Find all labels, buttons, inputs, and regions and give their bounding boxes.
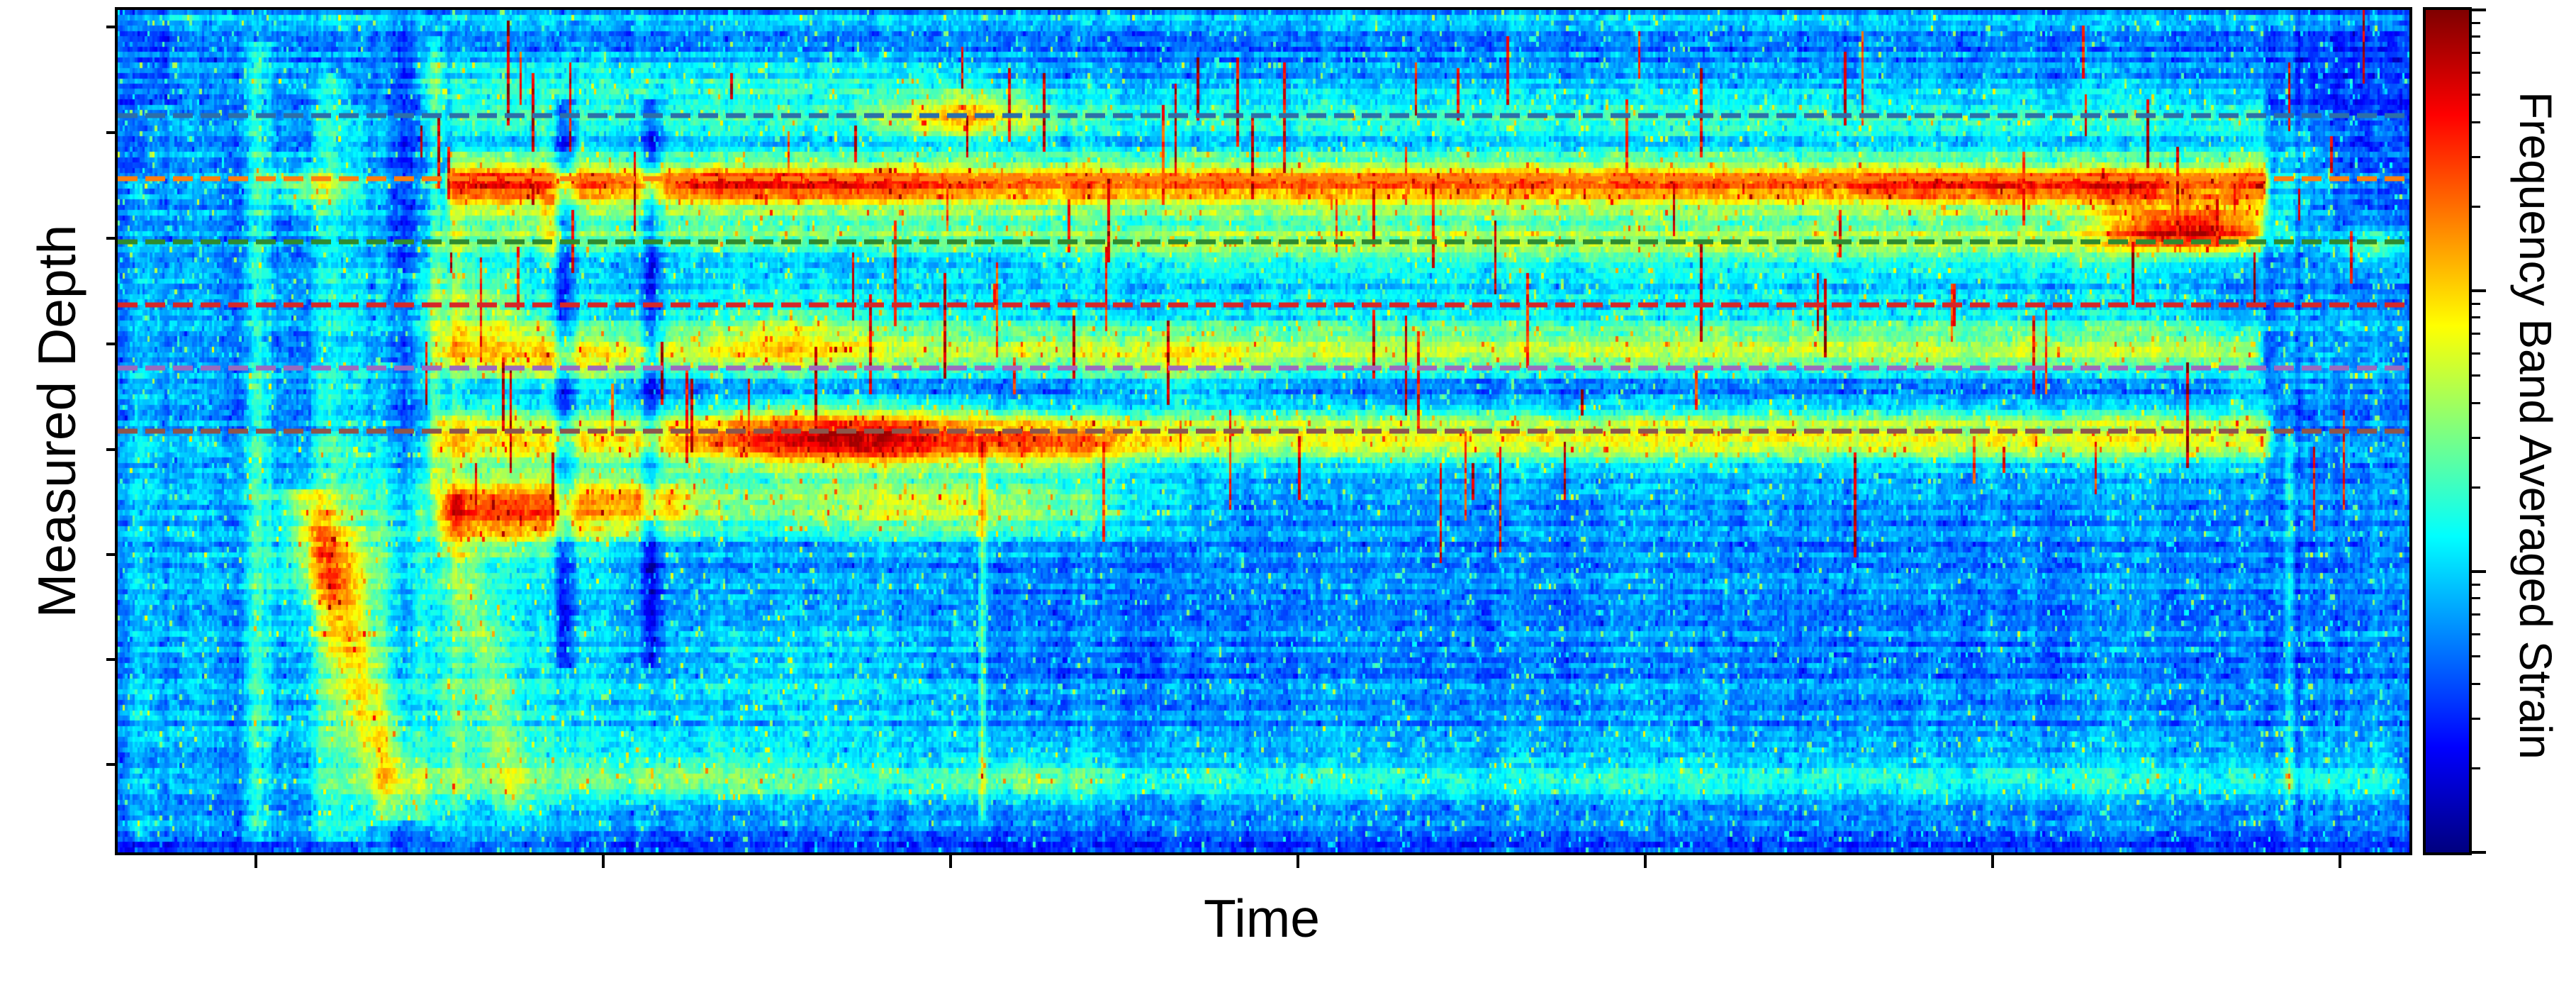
- colorbar: [2423, 7, 2472, 855]
- colorbar-minor-tick: [2472, 205, 2480, 208]
- colorbar-minor-tick: [2472, 93, 2480, 96]
- colorbar-gradient: [2426, 10, 2469, 852]
- colorbar-minor-tick: [2472, 332, 2480, 335]
- x-axis-tick: [2339, 855, 2341, 868]
- x-axis-tick: [1991, 855, 1994, 868]
- colorbar-minor-tick: [2472, 35, 2480, 38]
- colorbar-minor-tick: [2472, 613, 2480, 616]
- depth-marker-lines: [118, 113, 2409, 434]
- colorbar-minor-tick: [2472, 436, 2480, 439]
- colorbar-minor-tick: [2472, 21, 2480, 24]
- y-axis-tick: [106, 343, 115, 345]
- x-axis-tick: [254, 855, 257, 868]
- colorbar-minor-tick: [2472, 352, 2480, 355]
- y-axis-tick: [106, 131, 115, 134]
- y-axis-tick: [106, 237, 115, 240]
- colorbar-major-tick: [2472, 289, 2486, 292]
- colorbar-minor-tick: [2472, 486, 2480, 489]
- colorbar-minor-tick: [2472, 302, 2480, 305]
- colorbar-minor-tick: [2472, 374, 2480, 377]
- colorbar-minor-tick: [2472, 155, 2480, 158]
- colorbar-major-tick: [2472, 851, 2486, 854]
- y-axis-tick: [106, 763, 115, 766]
- x-axis-tick: [602, 855, 605, 868]
- x-axis-tick: [1297, 855, 1299, 868]
- colorbar-minor-tick: [2472, 767, 2480, 769]
- y-axis-tick: [106, 553, 115, 556]
- x-axis-label: Time: [1204, 889, 1320, 948]
- x-axis-tick: [949, 855, 952, 868]
- colorbar-minor-tick: [2472, 316, 2480, 318]
- colorbar-minor-tick: [2472, 583, 2480, 586]
- colorbar-minor-tick: [2472, 51, 2480, 54]
- colorbar-minor-tick: [2472, 633, 2480, 635]
- colorbar-minor-tick: [2472, 717, 2480, 720]
- colorbar-major-tick: [2472, 9, 2486, 11]
- colorbar-minor-tick: [2472, 401, 2480, 404]
- colorbar-label: Frequency Band Averaged Strain: [2510, 91, 2561, 759]
- y-axis-tick: [106, 26, 115, 28]
- colorbar-minor-tick: [2472, 682, 2480, 685]
- y-axis-tick: [106, 658, 115, 661]
- colorbar-minor-tick: [2472, 71, 2480, 74]
- x-axis-tick: [1644, 855, 1647, 868]
- y-axis-tick: [106, 448, 115, 451]
- colorbar-minor-tick: [2472, 121, 2480, 123]
- colorbar-minor-tick: [2472, 596, 2480, 599]
- colorbar-major-tick: [2472, 570, 2486, 574]
- y-axis-label: Measured Depth: [27, 224, 86, 618]
- plot-frame: [115, 7, 2412, 855]
- colorbar-minor-tick: [2472, 655, 2480, 657]
